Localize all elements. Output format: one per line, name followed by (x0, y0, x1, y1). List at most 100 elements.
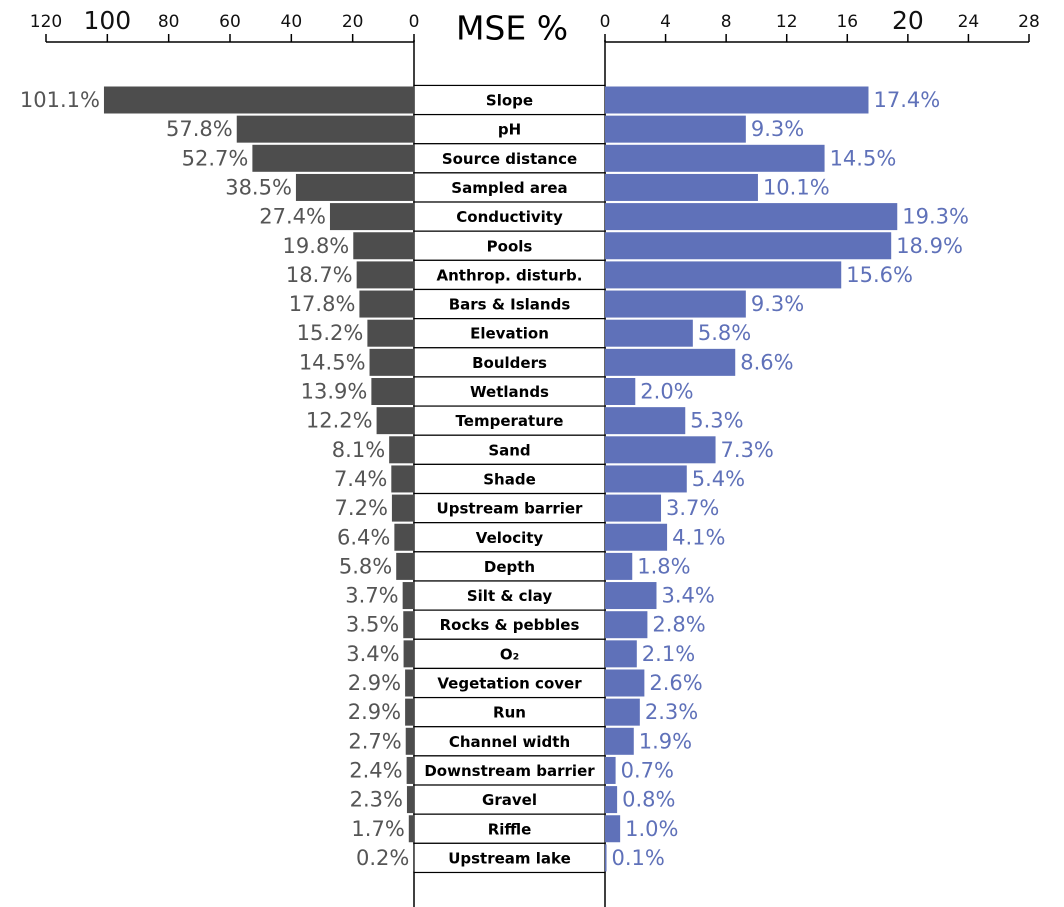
bar (252, 144, 414, 172)
bar (391, 494, 414, 522)
value-label: 2.6% (649, 671, 702, 695)
value-label: 17.4% (873, 88, 940, 112)
value-label: 18.9% (896, 234, 963, 258)
value-label: 2.3% (350, 788, 403, 812)
value-label: 3.5% (346, 613, 399, 637)
category-label: Channel width (449, 733, 570, 751)
bar (605, 115, 746, 143)
bar (396, 552, 414, 580)
category-label: Velocity (476, 529, 544, 547)
category-box (413, 755, 606, 786)
value-label: 15.2% (297, 321, 364, 345)
bar (403, 640, 414, 668)
category-label: Elevation (470, 325, 549, 343)
value-label: 0.2% (356, 846, 409, 870)
bar (605, 261, 842, 289)
bar (394, 523, 414, 551)
value-label: 14.5% (299, 350, 366, 374)
category-label: Bars & Islands (449, 296, 571, 314)
category-label: Depth (484, 558, 535, 576)
category-label: Gravel (482, 791, 537, 809)
x-tick-label: 4 (660, 12, 671, 32)
bar (605, 552, 633, 580)
bar (605, 86, 869, 114)
x-tick-label: 80 (158, 12, 180, 32)
bar (371, 378, 414, 405)
bar (605, 523, 668, 551)
category-label: Anthrop. disturb. (437, 266, 583, 284)
bar (605, 232, 892, 260)
bar (376, 407, 414, 435)
value-label: 101.1% (20, 88, 100, 112)
value-label: 7.4% (334, 467, 387, 491)
category-label: Upstream barrier (437, 500, 584, 518)
bar (605, 494, 662, 522)
category-box (413, 667, 606, 699)
category-box (413, 347, 606, 378)
bar (605, 698, 640, 726)
value-label: 5.3% (690, 409, 743, 433)
value-label: 1.7% (351, 817, 404, 841)
value-label: 57.8% (166, 117, 233, 141)
category-box (413, 726, 606, 757)
value-label: 14.5% (830, 146, 897, 170)
bar (329, 203, 414, 231)
value-label: 3.4% (661, 584, 714, 608)
bar (356, 261, 414, 289)
value-label: 5.8% (698, 321, 751, 345)
value-label: 2.9% (348, 700, 401, 724)
bar (605, 815, 621, 843)
category-label: Riffle (488, 820, 532, 838)
category-label: Run (493, 704, 526, 722)
category-box (413, 259, 606, 291)
value-label: 7.3% (721, 438, 774, 462)
category-box (413, 492, 606, 524)
bar (605, 844, 607, 872)
x-tick-label: 60 (219, 12, 241, 32)
value-label: 9.3% (751, 117, 804, 141)
value-label: 1.9% (639, 729, 692, 753)
value-label: 1.8% (637, 554, 690, 578)
value-label: 10.1% (763, 175, 830, 199)
category-label: Slope (486, 92, 533, 110)
value-label: 2.7% (348, 729, 401, 753)
value-label: 8.6% (740, 350, 793, 374)
value-label: 3.4% (346, 642, 399, 666)
value-label: 9.3% (751, 292, 804, 316)
bar (605, 319, 693, 347)
category-box (413, 376, 606, 407)
x-tick-label: 28 (1018, 12, 1040, 32)
category-box (413, 143, 606, 174)
bar (605, 669, 645, 697)
bar (367, 319, 414, 347)
category-box (413, 113, 606, 145)
category-label: Sampled area (451, 179, 567, 197)
category-label: Shade (483, 470, 536, 488)
bar (389, 436, 414, 464)
category-label: Silt & clay (467, 587, 552, 605)
category-label: Wetlands (470, 383, 549, 401)
bar (406, 786, 414, 814)
category-box (413, 784, 606, 815)
value-label: 7.2% (335, 496, 388, 520)
category-label: Downstream barrier (424, 762, 595, 780)
category-label: Rocks & pebbles (440, 616, 580, 634)
x-tick-label: 40 (281, 12, 303, 32)
value-label: 3.7% (666, 496, 719, 520)
bar (405, 669, 414, 697)
bar (605, 407, 686, 435)
x-tick-label: 20 (892, 6, 924, 35)
value-label: 38.5% (225, 175, 292, 199)
x-tick-label: 120 (30, 12, 62, 32)
bar (605, 378, 636, 405)
value-label: 5.8% (339, 554, 392, 578)
bar (359, 290, 414, 318)
x-tick-label: 100 (83, 6, 131, 35)
bar (405, 698, 414, 726)
chart-title: MSE % (456, 9, 568, 48)
category-box (413, 201, 606, 232)
category-label: Sand (488, 441, 530, 459)
bar (353, 232, 414, 260)
value-label: 2.4% (349, 758, 402, 782)
